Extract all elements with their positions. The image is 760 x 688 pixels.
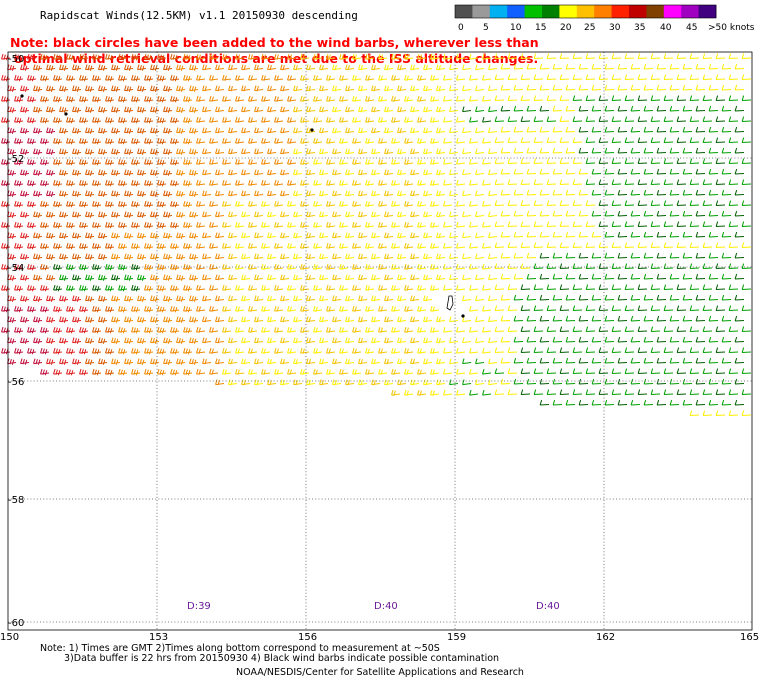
credit-line: NOAA/NESDIS/Center for Satellite Applica… — [236, 667, 524, 678]
note-line-1: Note: black circles have been added to t… — [10, 35, 539, 50]
lon-label: 156 — [298, 632, 317, 643]
legend-swatch — [489, 5, 508, 18]
contamination-marker — [310, 128, 314, 132]
legend-label: 10 — [510, 23, 522, 33]
legend-swatch — [472, 5, 491, 18]
map-title: Rapidscat Winds(12.5KM) v1.1 20150930 de… — [40, 9, 358, 22]
contamination-marker — [64, 112, 68, 116]
pass-time-label: D:40 — [374, 601, 398, 612]
lon-label: 165 — [740, 632, 759, 643]
map-frame — [7, 51, 753, 631]
lat-label: -56 — [8, 377, 24, 388]
contamination-marker — [20, 94, 24, 98]
legend-label: 30 — [609, 23, 621, 33]
legend-swatch — [559, 5, 578, 18]
pass-time-label: D:39 — [187, 601, 211, 612]
lat-label: -60 — [8, 618, 24, 629]
legend-label: 15 — [535, 23, 546, 33]
legend-swatch — [611, 5, 630, 18]
legend-swatch — [681, 5, 699, 18]
legend-label: 35 — [634, 23, 645, 33]
pass-times: D:39 D:40 D:40 — [187, 601, 560, 612]
contamination-marker — [461, 314, 465, 318]
footnote-line-1: Note: 1) Times are GMT 2)Times along bot… — [40, 643, 440, 654]
lat-label: -54 — [8, 263, 24, 274]
lon-label: 159 — [447, 632, 466, 643]
legend-swatch — [524, 5, 543, 18]
island-outline — [446, 295, 454, 311]
pass-time-label: D:40 — [536, 601, 560, 612]
legend-swatch — [455, 5, 473, 18]
legend-label: >50 knots — [708, 23, 755, 33]
lat-label: -58 — [8, 495, 24, 506]
footnote-line-2: 3)Data buffer is 22 hrs from 20150930 4)… — [64, 653, 500, 664]
lon-label: 162 — [596, 632, 615, 643]
legend-swatch — [507, 5, 525, 18]
legend-swatch — [629, 5, 647, 18]
axis-labels: -50 -52 -54 -56 -58 -60 150 153 156 159 162 165 — [0, 54, 759, 643]
speed-legend: 0 5 10 15 20 25 30 35 40 45 >50 knots — [454, 4, 755, 33]
legend-swatch — [663, 5, 682, 18]
lat-label: -50 — [8, 54, 24, 65]
lon-label: 153 — [149, 632, 168, 643]
lat-label: -52 — [8, 154, 24, 165]
legend-swatch — [576, 5, 595, 18]
legend-label: 0 — [458, 23, 464, 33]
legend-label: 5 — [483, 23, 489, 33]
legend-swatch — [698, 5, 717, 18]
lon-label: 150 — [0, 632, 19, 643]
legend-swatch — [594, 5, 612, 18]
legend-label: 25 — [584, 23, 595, 33]
legend-swatch — [646, 5, 665, 18]
lat-lon-grid — [8, 52, 752, 630]
legend-swatch — [542, 5, 560, 18]
legend-label: 20 — [560, 23, 572, 33]
legend-label: 45 — [686, 23, 697, 33]
wind-barbs — [1, 53, 752, 417]
legend-label: 40 — [660, 23, 672, 33]
